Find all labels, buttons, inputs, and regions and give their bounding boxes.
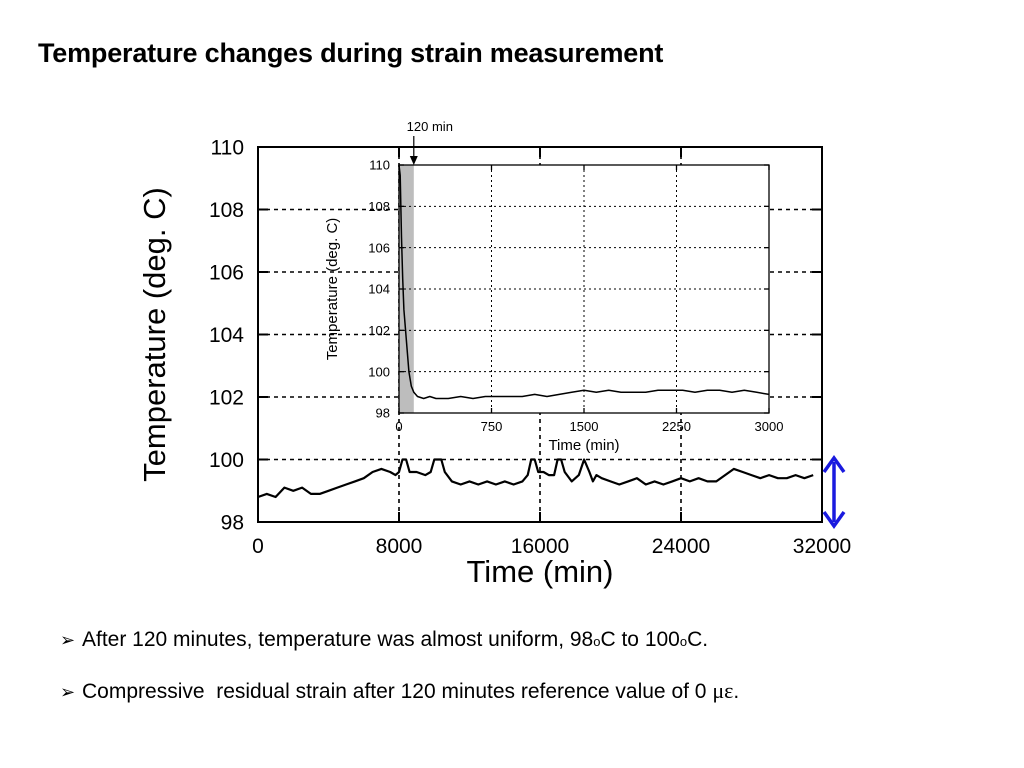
range-arrow-head-down <box>822 510 846 530</box>
bullet-text: C. <box>687 628 709 651</box>
y-tick-label: 102 <box>209 387 244 410</box>
temperature-series-line <box>398 164 770 400</box>
x-tick-label: 2250 <box>662 419 691 434</box>
chart: 0 8000 16000 24000 32000 98 100 102 104 106 108 110… <box>137 119 851 589</box>
y-tick-label: 106 <box>368 240 390 255</box>
annotation-arrow-head-icon <box>409 156 418 165</box>
y-tick-label: 98 <box>221 512 244 535</box>
y-tick-label: 110 <box>369 158 390 173</box>
x-axis-label: Time (min) <box>548 437 619 454</box>
annotation-120-min: 120 min <box>407 119 453 134</box>
x-tick-label: 3000 <box>755 419 784 434</box>
x-tick-label: 16000 <box>511 535 569 558</box>
y-tick-label: 110 <box>211 137 244 160</box>
y-tick-label: 100 <box>368 364 390 379</box>
y-tick-label: 102 <box>368 323 390 338</box>
y-tick-label: 106 <box>209 262 244 285</box>
y-tick-label: 108 <box>209 199 244 222</box>
range-arrow-icon <box>822 454 846 530</box>
bullet-text: . <box>733 680 740 703</box>
x-tick-label: 1500 <box>570 419 599 434</box>
x-tick-label: 32000 <box>793 535 851 558</box>
temperature-series-line <box>257 458 814 499</box>
shaded-region <box>399 165 414 413</box>
bullet-text: C to 100 <box>600 628 680 651</box>
y-axis-label: Temperature (deg. C) <box>137 187 172 482</box>
bullet-uniform-temperature: ➢ After 120 minutes, temperature was alm… <box>60 628 709 651</box>
bullet-text: After 120 minutes, temperature was almos… <box>82 628 594 651</box>
y-tick-label: 104 <box>209 324 244 347</box>
x-tick-label: 750 <box>481 419 503 434</box>
arrow-bullet-icon: ➢ <box>60 682 76 702</box>
microstrain-symbol: με <box>712 678 734 703</box>
x-tick-label: 24000 <box>652 535 710 558</box>
range-arrow-head-up <box>822 454 846 474</box>
inset-chart: 0 750 1500 2250 3000 98 100 102 104 106 108 110 Time… <box>324 119 783 454</box>
x-tick-label: 0 <box>252 535 264 558</box>
y-tick-label: 100 <box>209 449 244 472</box>
x-axis-label: Time (min) <box>467 554 614 589</box>
y-axis-label: Temperature (deg. C) <box>324 218 341 361</box>
bullet-text: Compressive residual strain after 120 mi… <box>82 680 713 703</box>
y-tick-label: 108 <box>368 199 390 214</box>
y-tick-label: 104 <box>368 282 390 297</box>
arrow-bullet-icon: ➢ <box>60 630 76 650</box>
x-tick-label: 8000 <box>376 535 423 558</box>
x-tick-label: 0 <box>395 419 402 434</box>
y-tick-label: 98 <box>376 406 390 421</box>
slide-title: Temperature changes during strain measur… <box>38 38 664 68</box>
bullet-residual-strain: ➢ Compressive residual strain after 120 … <box>60 678 1010 728</box>
bullet-list: ➢ After 120 minutes, temperature was alm… <box>60 628 1010 728</box>
